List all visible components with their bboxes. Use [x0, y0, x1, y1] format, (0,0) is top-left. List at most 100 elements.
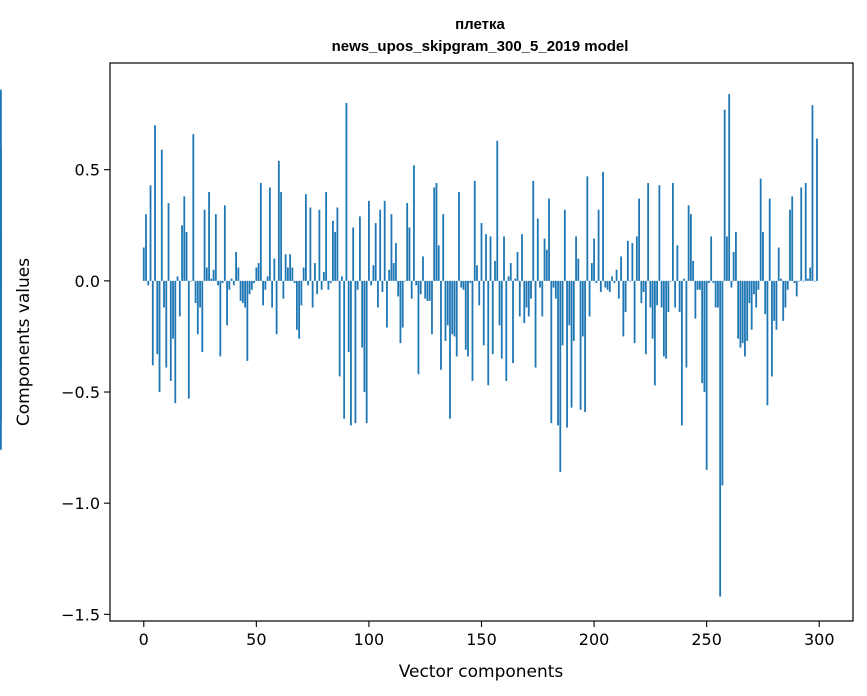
bar	[685, 280, 688, 368]
bar	[460, 280, 463, 288]
bar	[505, 280, 508, 381]
x-tick-label: 150	[466, 630, 497, 649]
bar	[458, 191, 460, 281]
bar	[142, 247, 145, 281]
bar	[514, 278, 517, 281]
bar	[669, 280, 672, 282]
bar	[214, 214, 217, 281]
bar	[489, 236, 492, 281]
bar	[552, 280, 555, 288]
bar	[498, 280, 501, 326]
bar	[203, 209, 206, 281]
bar	[455, 280, 458, 357]
bar	[361, 280, 364, 348]
bar	[539, 280, 541, 288]
plot-frame	[109, 62, 854, 622]
bar	[244, 280, 246, 308]
bar	[428, 280, 431, 301]
bar	[158, 280, 161, 393]
bar	[316, 280, 319, 295]
bar	[160, 149, 163, 281]
bar	[307, 280, 310, 286]
bar	[624, 280, 627, 312]
bar	[165, 280, 168, 368]
bar	[334, 231, 337, 281]
chart-title: плетка	[455, 16, 505, 33]
bar	[169, 280, 172, 381]
bar	[437, 245, 440, 281]
bar	[572, 280, 575, 341]
bar	[800, 187, 803, 281]
bar	[295, 280, 298, 330]
bar	[793, 280, 796, 284]
bar	[809, 267, 812, 281]
bar	[275, 280, 278, 335]
bar	[318, 209, 321, 281]
bar	[721, 280, 724, 486]
bar	[638, 198, 641, 281]
bar	[629, 280, 631, 282]
bar	[453, 280, 456, 337]
bar	[264, 280, 267, 290]
bar	[694, 280, 697, 319]
bar	[250, 280, 253, 290]
bar	[635, 236, 638, 281]
bar	[325, 191, 328, 281]
bar	[696, 280, 699, 290]
bar	[689, 214, 692, 281]
bar	[816, 138, 818, 281]
bar	[311, 280, 314, 308]
bar	[289, 254, 292, 281]
bar	[313, 263, 316, 281]
bar	[390, 214, 393, 281]
bar	[768, 198, 771, 281]
bar	[804, 183, 807, 281]
bar	[811, 105, 814, 281]
bar	[163, 280, 165, 308]
bar	[462, 280, 465, 290]
bar	[154, 125, 156, 281]
bar	[813, 280, 816, 282]
bar	[322, 271, 325, 281]
bar	[347, 280, 350, 352]
bar	[611, 276, 613, 281]
bar	[370, 280, 373, 286]
bar	[590, 263, 593, 281]
bar	[755, 280, 758, 308]
bar	[712, 280, 715, 284]
bar	[241, 280, 244, 304]
x-tick-label: 300	[804, 630, 835, 649]
bar	[433, 187, 436, 281]
bar	[714, 280, 717, 308]
bar	[286, 267, 289, 281]
bar	[550, 280, 553, 424]
bar	[273, 258, 276, 281]
bar	[469, 280, 472, 284]
bar	[372, 265, 375, 281]
bar	[647, 183, 650, 281]
bar	[708, 280, 710, 284]
bar	[397, 280, 400, 297]
bar	[377, 280, 379, 308]
bar	[615, 269, 618, 281]
bar	[789, 209, 791, 281]
bar	[678, 280, 681, 312]
bar	[561, 280, 564, 346]
y-tick-label: −0.5	[61, 383, 100, 402]
y-tick-label: 0.5	[75, 161, 100, 180]
bar	[593, 238, 595, 281]
bar	[705, 280, 708, 470]
bar	[192, 134, 195, 281]
bar	[762, 231, 764, 281]
bar	[444, 280, 447, 341]
bar	[759, 178, 762, 281]
bar	[507, 276, 510, 281]
bar	[753, 280, 755, 295]
bar	[406, 203, 409, 281]
bar	[194, 280, 197, 304]
bar	[181, 225, 183, 281]
bar	[798, 280, 800, 282]
bar	[640, 280, 643, 304]
bar	[764, 280, 767, 315]
